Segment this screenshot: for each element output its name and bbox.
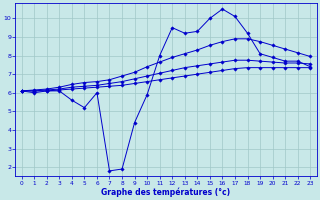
X-axis label: Graphe des températures (°c): Graphe des températures (°c): [101, 187, 230, 197]
